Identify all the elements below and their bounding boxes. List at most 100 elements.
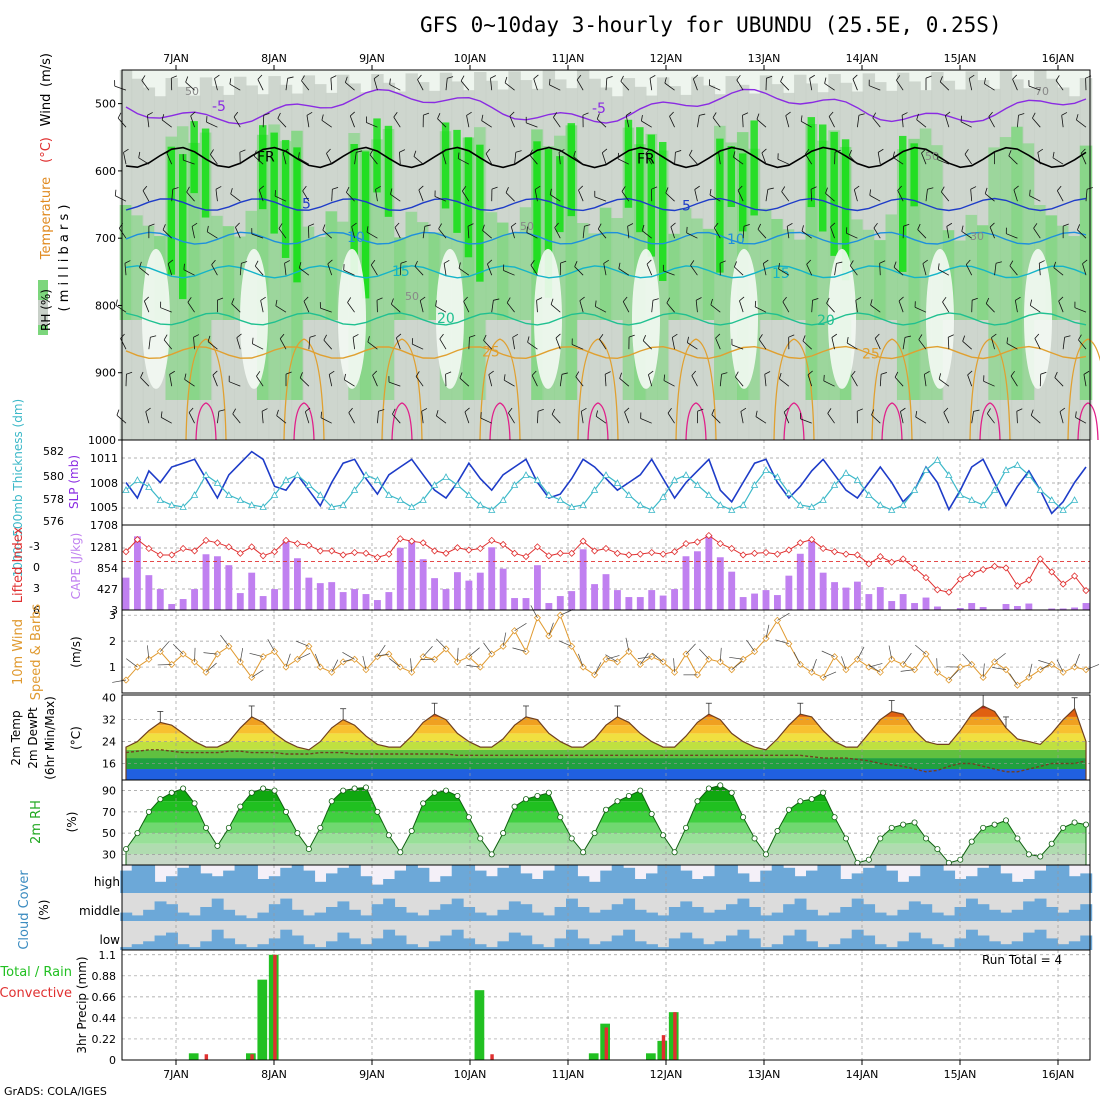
wind-barb-flag	[995, 261, 1002, 264]
wind-barb	[879, 374, 882, 387]
cloud-bar-low	[691, 938, 704, 950]
wind-barb	[210, 154, 218, 165]
wind-barb-flag	[756, 113, 760, 120]
wind-barb-flag	[346, 186, 350, 193]
li-point	[419, 539, 427, 547]
cape-bar	[888, 601, 896, 610]
wind-barb-flag	[742, 112, 749, 116]
wind-barb	[1056, 190, 1064, 202]
cloud-bar-low	[166, 932, 178, 950]
rh-saturated-patch	[293, 147, 301, 283]
wind-barb	[892, 157, 904, 165]
temperature-contour-label: 25	[862, 347, 880, 363]
wind-barb-flag	[946, 222, 953, 227]
cloud-bar-middle	[657, 915, 670, 921]
li-point	[1036, 555, 1044, 563]
wind-barb-flag	[120, 333, 125, 339]
wind-barb	[619, 378, 630, 387]
li-point	[682, 540, 690, 548]
wind-barb-flag	[597, 223, 602, 230]
wind-barb	[1085, 189, 1088, 202]
wind-barb-flag	[665, 187, 669, 194]
thickness-point	[613, 479, 622, 486]
li-point	[693, 538, 701, 546]
rh-high-column	[668, 233, 681, 320]
wind-barb	[989, 226, 995, 239]
wind-barb	[902, 652, 912, 665]
wind-barb	[802, 340, 812, 350]
cloud-bar-low	[257, 944, 270, 950]
wind-barb	[254, 265, 264, 276]
cloud-bar-low	[497, 941, 510, 950]
wind-barb-flag	[275, 299, 278, 306]
thickness-point	[648, 506, 656, 513]
y-tick-label: 1000	[88, 434, 116, 447]
temp-band	[126, 741, 1086, 750]
wind-barb-flag	[666, 297, 671, 304]
wind-barb	[186, 191, 195, 202]
temp-axis-label: 2m Temp	[9, 710, 23, 765]
cloud-bar-high	[874, 865, 887, 893]
cloud-bar-middle	[920, 904, 933, 921]
wind-barb	[810, 189, 813, 202]
li-point	[1082, 587, 1090, 595]
wind-barb-flag	[344, 373, 346, 380]
wind-barb	[321, 119, 332, 128]
wind-barb	[962, 653, 972, 665]
rh-point	[225, 824, 232, 831]
wind-barb	[758, 339, 767, 350]
cape-bar	[191, 589, 198, 610]
cloud-bar-high	[246, 865, 258, 893]
wind-barb	[917, 229, 927, 239]
temp-band	[126, 749, 1086, 759]
rh-point	[820, 789, 827, 796]
wind-barb	[434, 196, 447, 202]
rh-point	[968, 838, 975, 845]
wind-barb	[595, 306, 607, 313]
thickness-point	[990, 486, 999, 493]
wind-barb-flag	[901, 112, 908, 116]
cape-bar	[431, 578, 438, 610]
rh-point	[534, 792, 541, 799]
rh-saturated-patch	[259, 125, 267, 210]
wind-barb	[968, 78, 973, 91]
rh-point	[442, 787, 449, 794]
cloud-bar-middle	[611, 904, 624, 921]
wind-barb-flag	[279, 333, 285, 339]
wind-barb-flag	[807, 370, 813, 376]
wind-speed-point	[316, 663, 324, 671]
thickness-point	[533, 476, 542, 483]
wind-barb-flag	[755, 410, 758, 417]
wind-barb-flag	[893, 261, 897, 268]
wind-barb	[166, 153, 173, 165]
wind-barb	[800, 418, 812, 424]
wind-barb	[445, 78, 448, 91]
cloud-bar-low	[1046, 938, 1058, 950]
thickness-point	[1025, 471, 1033, 478]
wind-barb-flag	[511, 222, 517, 227]
precip-total-bar	[474, 990, 485, 1060]
wind-barb-flag	[458, 262, 461, 269]
cloud-bar-high	[486, 876, 498, 893]
thickness-point	[156, 496, 164, 503]
rh-saturated-patch	[179, 154, 187, 300]
rh-dry-patch	[436, 248, 464, 389]
wind-barb	[482, 230, 492, 239]
wind-barb	[306, 115, 310, 128]
wind-barb-flag	[828, 111, 834, 117]
wind-barb-flag	[690, 260, 695, 266]
wind-barb-flag	[994, 149, 1001, 153]
date-label-top: 11JAN	[552, 52, 585, 65]
wind-barb	[617, 158, 630, 165]
cloud-bar-middle	[931, 912, 944, 921]
wind-barb-flag	[376, 297, 383, 301]
wind-barb-flag	[604, 371, 611, 375]
rh-saturated-patch	[281, 139, 290, 258]
wind-barb	[646, 263, 653, 276]
wind-barb-flag	[921, 148, 927, 154]
cape-bar	[396, 547, 404, 610]
wind-barb-flag	[390, 188, 393, 195]
li-point	[328, 547, 336, 555]
li-point	[1048, 568, 1056, 576]
